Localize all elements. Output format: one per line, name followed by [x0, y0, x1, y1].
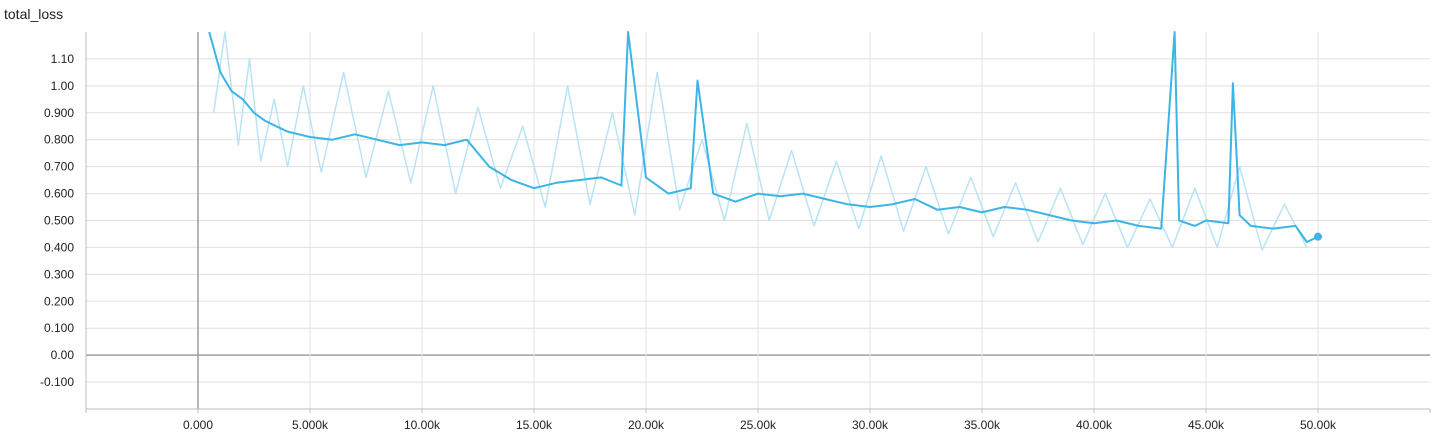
x-tick-label: 30.00k [852, 418, 889, 432]
x-tick-label: 0.000 [183, 418, 213, 432]
x-tick-labels: 0.000 5.000k 10.00k 15.00k 20.00k 25.00k 30.00… [183, 418, 1337, 432]
x-tick-label: 25.00k [740, 418, 777, 432]
y-tick-label: 0.500 [44, 214, 74, 228]
y-tick-label: 1.10 [51, 52, 75, 66]
y-tick-label: 0.800 [44, 133, 74, 147]
x-tick-label: 50.00k [1300, 418, 1337, 432]
y-tick-labels: 1.10 1.00 0.900 0.800 0.700 0.600 0.500 0.400 0.… [40, 52, 74, 389]
y-tick-label: 0.200 [44, 294, 74, 308]
smoothed-series [208, 31, 1322, 243]
y-tick-label: 0.300 [44, 267, 74, 281]
raw-loss-line [212, 31, 1308, 251]
x-tick-label: 15.00k [516, 418, 553, 432]
smoothed-loss-line [208, 31, 1319, 243]
x-tick-label: 40.00k [1076, 418, 1113, 432]
y-tick-label: -0.100 [40, 375, 74, 389]
y-tick-label: 0.100 [44, 321, 74, 335]
last-point-marker [1314, 232, 1322, 241]
y-tick-label: 0.00 [51, 348, 75, 362]
y-tick-label: 0.700 [44, 160, 74, 174]
grid-lines [86, 32, 1430, 409]
x-tick-label: 45.00k [1188, 418, 1225, 432]
y-tick-label: 0.400 [44, 240, 74, 254]
raw-series [212, 31, 1308, 251]
y-tick-label: 0.600 [44, 187, 74, 201]
x-tick-label: 35.00k [964, 418, 1001, 432]
x-tick-label: 5.000k [292, 418, 329, 432]
y-tick-label: 0.900 [44, 106, 74, 120]
chart-title: total_loss [4, 6, 64, 22]
axes [85, 32, 1431, 413]
y-tick-label: 1.00 [51, 79, 75, 93]
x-tick-label: 20.00k [628, 418, 665, 432]
x-tick-label: 10.00k [404, 418, 441, 432]
